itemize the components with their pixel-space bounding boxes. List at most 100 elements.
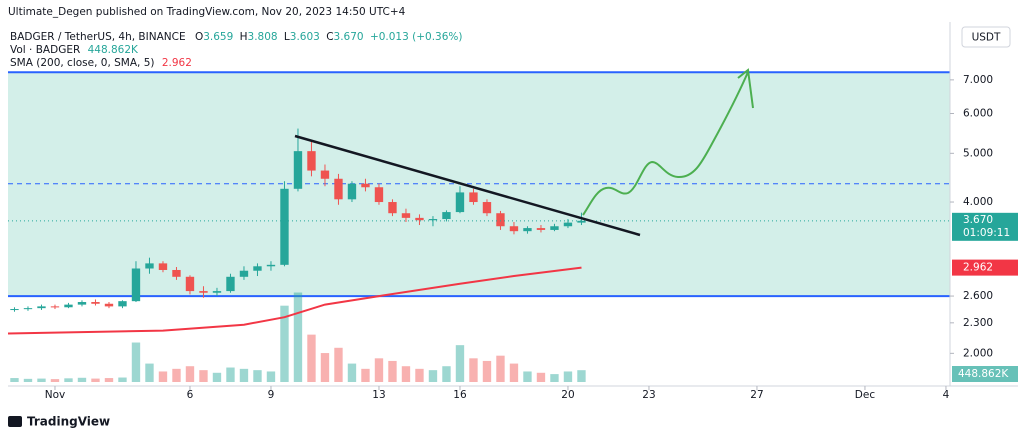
x-tick-label: 9 bbox=[268, 389, 275, 401]
volume-bar bbox=[158, 371, 168, 382]
volume-bar bbox=[23, 378, 33, 382]
plot-area bbox=[7, 71, 950, 382]
candle-body bbox=[550, 226, 559, 230]
volume-bar bbox=[469, 358, 478, 382]
x-tick-label: 4 bbox=[943, 389, 950, 401]
candle-body bbox=[307, 151, 316, 171]
volume-bar bbox=[509, 363, 519, 382]
volume-bar bbox=[334, 347, 343, 382]
candle-body bbox=[266, 264, 276, 267]
candle-body bbox=[10, 309, 19, 311]
volume-bar bbox=[37, 378, 46, 382]
volume-bar bbox=[253, 370, 262, 382]
volume-bar bbox=[185, 366, 195, 382]
symbol-legend: BADGER / TetherUS, 4h, BINANCE O3.659 H 3… bbox=[10, 31, 462, 43]
volume-bar bbox=[388, 360, 397, 382]
candle-body bbox=[253, 266, 262, 271]
currency-box[interactable] bbox=[961, 26, 1011, 48]
trend-line bbox=[294, 134, 641, 237]
candle-body bbox=[131, 268, 141, 302]
ohlc-value: 3.603 bbox=[290, 31, 320, 43]
candle-body bbox=[455, 192, 465, 213]
volume-bar bbox=[442, 366, 451, 382]
candle-body bbox=[145, 263, 154, 269]
volume-bar bbox=[199, 370, 208, 382]
candle-body bbox=[509, 226, 519, 232]
volume-bar bbox=[145, 363, 154, 382]
volume-bar bbox=[131, 342, 141, 382]
candle-body bbox=[563, 222, 573, 227]
candle-body bbox=[104, 303, 114, 307]
candle-body bbox=[77, 302, 87, 305]
volume-bar bbox=[577, 370, 586, 382]
volume-bar bbox=[212, 372, 222, 382]
currency[interactable]: USDT bbox=[972, 32, 1001, 44]
volume-bar bbox=[563, 371, 573, 382]
x-tick-label: Dec bbox=[855, 389, 876, 401]
candle-body bbox=[91, 302, 100, 304]
x-tick-label: 20 bbox=[561, 389, 574, 401]
volume-bar bbox=[374, 358, 384, 382]
volume-bar bbox=[266, 371, 276, 382]
symbol: BADGER / TetherUS, 4h, BINANCE bbox=[10, 31, 186, 43]
ohlc-label: H bbox=[240, 31, 248, 43]
last-price-tag bbox=[952, 212, 1018, 241]
volume-name: Vol · BADGER bbox=[10, 44, 80, 56]
candle-body bbox=[118, 301, 127, 307]
volume-bar bbox=[455, 345, 465, 382]
x-tick-label: 23 bbox=[642, 389, 655, 401]
volume-bar bbox=[361, 368, 370, 382]
candle-body bbox=[199, 291, 208, 293]
volume-bar bbox=[293, 292, 303, 382]
y-tick-label: 5.000 bbox=[963, 147, 993, 159]
footer-logo: TradingView bbox=[8, 415, 110, 429]
volume-bar bbox=[50, 379, 60, 382]
volume-bar bbox=[118, 377, 127, 382]
candle-body bbox=[50, 306, 60, 308]
header: Ultimate_Degen published on TradingView.… bbox=[8, 6, 406, 18]
volume-bar bbox=[482, 360, 492, 382]
sma-name: SMA (200, close, 0, SMA, 5) bbox=[10, 57, 155, 69]
forecast-drawing bbox=[582, 68, 754, 216]
x-tick-label: 6 bbox=[187, 389, 194, 401]
ohlc-label: C bbox=[326, 31, 333, 43]
candle-body bbox=[428, 219, 438, 221]
volume-bar bbox=[77, 377, 87, 382]
volume-bar bbox=[239, 368, 249, 382]
sma-tag-label: 2.962 bbox=[963, 262, 993, 274]
ohlc-label: L bbox=[284, 31, 290, 43]
candle-body bbox=[23, 308, 33, 310]
volume-bar bbox=[172, 368, 181, 382]
candle-body bbox=[496, 213, 505, 227]
volume-bar bbox=[428, 370, 438, 382]
volume-bar bbox=[10, 378, 19, 382]
volume-bar bbox=[64, 378, 73, 382]
last-price-label: 3.670 bbox=[963, 214, 993, 226]
volume-bar bbox=[91, 378, 100, 382]
candle-body bbox=[185, 276, 195, 292]
candle-body bbox=[334, 178, 343, 200]
candle-body bbox=[388, 202, 397, 214]
candle-body bbox=[64, 304, 73, 308]
volume-tag bbox=[952, 366, 1018, 382]
countdown: 01:09:11 bbox=[963, 227, 1010, 239]
candle-body bbox=[37, 306, 46, 309]
candle-body bbox=[536, 228, 546, 230]
ohlc-value: 3.659 bbox=[203, 31, 233, 43]
change: +0.013 (+0.36%) bbox=[370, 31, 463, 43]
volume-bar bbox=[280, 305, 289, 382]
ohlc-value: 3.670 bbox=[334, 31, 364, 43]
candle-body bbox=[212, 291, 222, 293]
candle-body bbox=[280, 188, 289, 265]
ohlc-label: O bbox=[195, 31, 203, 43]
candle-body bbox=[374, 187, 384, 203]
y-tick-label: 4.000 bbox=[963, 196, 993, 208]
x-tick-label: 13 bbox=[372, 389, 385, 401]
candle-body bbox=[482, 202, 492, 214]
volume-bar bbox=[104, 378, 114, 382]
y-tick-label: 6.000 bbox=[963, 108, 993, 120]
volume-tag-label: 448.862K bbox=[958, 368, 1009, 380]
footer: TradingView bbox=[27, 415, 110, 429]
volume-bar bbox=[401, 366, 411, 382]
candle-body bbox=[523, 228, 532, 232]
